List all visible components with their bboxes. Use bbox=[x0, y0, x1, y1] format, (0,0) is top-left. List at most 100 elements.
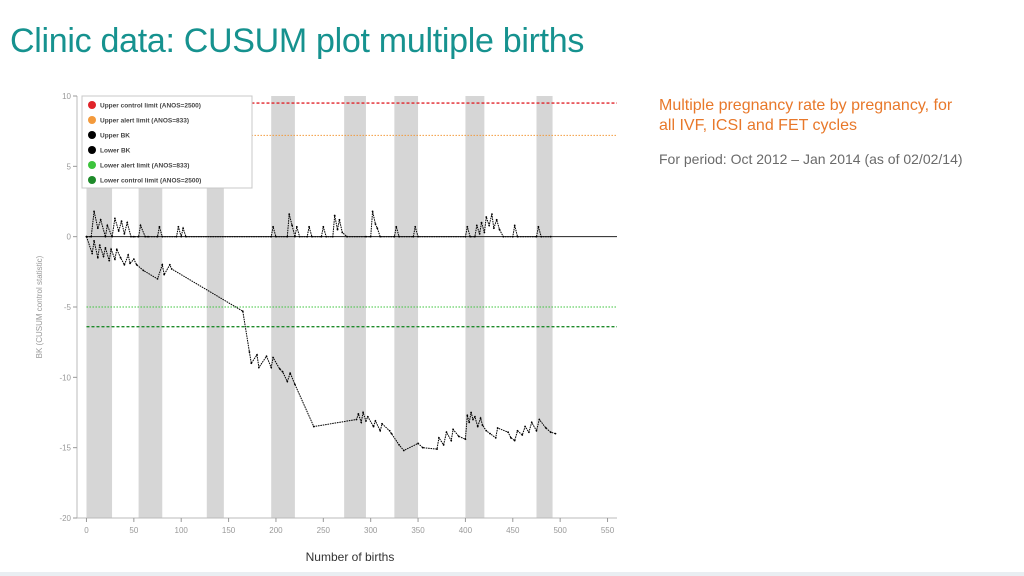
series-point bbox=[492, 227, 495, 230]
series-point bbox=[496, 427, 499, 429]
series-point bbox=[85, 235, 88, 238]
series-point bbox=[374, 420, 377, 422]
series-point bbox=[288, 213, 291, 216]
shaded-band bbox=[271, 96, 295, 518]
series-point bbox=[132, 258, 135, 261]
series-point bbox=[123, 232, 126, 235]
series-point bbox=[524, 425, 527, 428]
series-point bbox=[390, 432, 393, 435]
series-point bbox=[371, 210, 374, 213]
series-point bbox=[509, 436, 512, 439]
series-point bbox=[322, 225, 325, 228]
legend-marker bbox=[88, 131, 96, 139]
series-point bbox=[513, 224, 516, 227]
series-point bbox=[113, 258, 116, 261]
series-point bbox=[286, 235, 289, 238]
series-point bbox=[470, 411, 473, 414]
series-point bbox=[357, 413, 360, 415]
series-point bbox=[457, 435, 460, 438]
series-point bbox=[379, 429, 382, 432]
series-point bbox=[365, 420, 367, 422]
series-point bbox=[393, 235, 396, 238]
series-point bbox=[104, 247, 107, 249]
legend-marker bbox=[88, 146, 96, 154]
series-point bbox=[530, 421, 533, 424]
series-point bbox=[115, 248, 118, 251]
series-point bbox=[102, 255, 105, 258]
series-point bbox=[336, 228, 339, 231]
series-point bbox=[360, 421, 363, 424]
series-point bbox=[120, 220, 123, 223]
y-tick-label: 10 bbox=[62, 92, 71, 101]
series-point bbox=[494, 436, 497, 439]
series-point bbox=[132, 235, 135, 238]
legend-label: Lower control limit (ANOS=2500) bbox=[100, 178, 201, 185]
series-point bbox=[468, 421, 471, 424]
series-point bbox=[312, 425, 315, 428]
series-point bbox=[452, 428, 455, 431]
series-point bbox=[388, 429, 391, 432]
series-point bbox=[549, 235, 552, 238]
series-point bbox=[478, 232, 481, 235]
series-point bbox=[275, 235, 277, 238]
series-point bbox=[281, 370, 284, 373]
series-point bbox=[127, 254, 130, 256]
side-heading: Multiple pregnancy rate by pregnancy, fo… bbox=[659, 97, 953, 134]
series-point bbox=[346, 235, 348, 238]
series-point bbox=[104, 235, 107, 238]
series-point bbox=[538, 418, 541, 421]
series-point bbox=[117, 230, 120, 232]
series-point bbox=[479, 417, 482, 420]
series-point bbox=[516, 429, 519, 432]
series-point bbox=[156, 235, 159, 238]
legend-marker bbox=[88, 101, 96, 109]
series-point bbox=[398, 443, 401, 446]
legend-label: Upper BK bbox=[100, 133, 130, 140]
series-point bbox=[306, 235, 309, 238]
series-point bbox=[540, 235, 543, 238]
series-point bbox=[182, 227, 185, 230]
series-point bbox=[554, 432, 557, 435]
series-point bbox=[421, 446, 424, 449]
x-tick-label: 0 bbox=[84, 526, 89, 535]
y-tick-label: 0 bbox=[67, 233, 72, 242]
slide-title: Clinic data: CUSUM plot multiple births bbox=[10, 22, 585, 60]
y-tick-label: 5 bbox=[67, 162, 72, 171]
series-point bbox=[308, 225, 311, 228]
series-lines bbox=[85, 210, 557, 452]
series-point bbox=[502, 235, 505, 238]
series-point bbox=[144, 235, 147, 238]
series-point bbox=[331, 235, 334, 238]
series-point bbox=[99, 218, 102, 221]
series-point bbox=[480, 221, 483, 224]
series-point bbox=[437, 436, 440, 439]
series-point bbox=[402, 449, 405, 452]
y-tick-label: -15 bbox=[59, 444, 71, 453]
series-point bbox=[464, 235, 467, 238]
series-point bbox=[489, 432, 491, 435]
series-point bbox=[177, 225, 180, 228]
series-point bbox=[289, 372, 292, 375]
series-point bbox=[549, 431, 552, 434]
series-point bbox=[442, 443, 445, 446]
x-tick-label: 100 bbox=[175, 526, 189, 535]
x-tick-labels: 0 50 100 150 200 250 300 350 400 450 500 550 bbox=[84, 518, 615, 535]
y-axis-label: BK (CUSUM control statistic) bbox=[35, 255, 44, 358]
series-point bbox=[379, 235, 382, 238]
series-point bbox=[126, 221, 129, 224]
series-point bbox=[272, 225, 275, 228]
x-tick-label: 350 bbox=[411, 526, 425, 535]
series-point bbox=[91, 252, 94, 255]
legend-box bbox=[81, 95, 253, 189]
series-point bbox=[98, 244, 101, 247]
series-point bbox=[119, 256, 122, 259]
series-point bbox=[156, 277, 159, 280]
series-point bbox=[291, 224, 293, 227]
series-point bbox=[270, 366, 273, 369]
series-point bbox=[256, 353, 258, 356]
series-point bbox=[414, 225, 417, 228]
series-point bbox=[130, 235, 132, 238]
series-point bbox=[417, 235, 419, 238]
series-point bbox=[325, 235, 328, 238]
